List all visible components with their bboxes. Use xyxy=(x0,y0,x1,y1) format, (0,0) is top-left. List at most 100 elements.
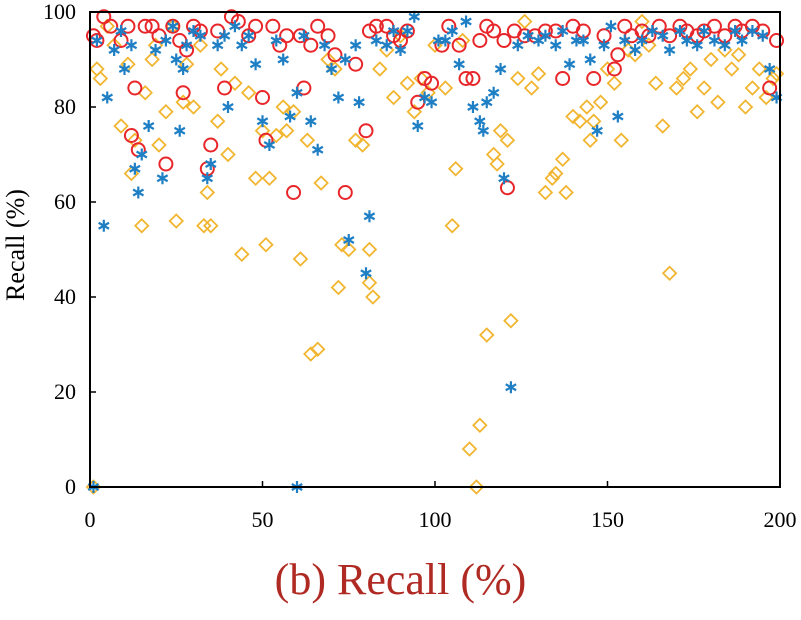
circle-point xyxy=(310,18,326,34)
asterisk-point xyxy=(656,29,669,42)
asterisk-point xyxy=(681,34,693,47)
diamond-point xyxy=(365,289,381,305)
diamond-point xyxy=(744,80,761,96)
y-tick-label: 80 xyxy=(54,94,76,119)
circle-point xyxy=(203,137,219,153)
asterisk-point xyxy=(487,86,500,99)
asterisk-point xyxy=(332,91,345,104)
diamond-point xyxy=(558,184,574,201)
y-axis-label: Recall (%) xyxy=(1,189,30,301)
diamond-point xyxy=(199,184,216,201)
diamond-point xyxy=(385,89,402,106)
asterisk-point xyxy=(305,115,317,128)
circle-point xyxy=(127,80,143,96)
diamond-point xyxy=(92,70,109,87)
asterisk-point xyxy=(446,25,458,37)
diamond-point xyxy=(113,118,129,134)
y-tick-label: 40 xyxy=(54,284,76,309)
asterisk-point xyxy=(674,25,686,37)
diamond-point xyxy=(499,132,516,149)
asterisk-point xyxy=(550,39,562,52)
asterisk-point xyxy=(108,44,120,56)
diamond-point xyxy=(661,265,678,282)
asterisk-point xyxy=(149,44,162,56)
circle-point xyxy=(496,33,512,48)
asterisk-point xyxy=(201,172,214,185)
circle-point xyxy=(586,71,602,86)
circle-point xyxy=(165,18,181,34)
asterisk-point xyxy=(167,20,179,33)
asterisk-point xyxy=(325,63,338,75)
asterisk-point xyxy=(439,34,452,47)
asterisk-point xyxy=(598,39,610,52)
asterisk-point xyxy=(577,34,590,47)
diamond-point xyxy=(489,156,505,172)
y-tick-label: 20 xyxy=(54,379,76,404)
asterisk-point xyxy=(584,53,596,66)
diamond-point xyxy=(158,103,174,120)
asterisk-point xyxy=(474,115,486,128)
asterisk-point xyxy=(98,219,110,232)
asterisk-point xyxy=(236,39,248,52)
diamond-point xyxy=(133,217,150,234)
circle-point xyxy=(158,156,174,172)
circle-point xyxy=(248,18,264,34)
diamond-point xyxy=(447,160,464,177)
diamond-point xyxy=(682,61,699,77)
asterisk-point xyxy=(629,44,641,56)
diamond-point xyxy=(599,61,616,77)
diamond-point xyxy=(399,75,416,92)
asterisk-point xyxy=(387,25,400,37)
asterisk-point xyxy=(729,25,741,37)
circle-point xyxy=(123,128,139,143)
circle-point xyxy=(337,185,353,200)
circle-point xyxy=(458,71,474,86)
asterisk-point xyxy=(349,39,362,52)
diamond-point xyxy=(261,170,278,187)
series-b-points xyxy=(87,10,783,493)
asterisk-point xyxy=(619,34,631,47)
diamond-point xyxy=(606,75,623,92)
diamond-point xyxy=(510,70,526,87)
asterisk-point xyxy=(156,172,169,185)
diamond-point xyxy=(472,417,488,434)
diamond-point xyxy=(582,132,599,149)
asterisk-point xyxy=(132,186,145,199)
diamond-point xyxy=(730,46,747,63)
diamond-point xyxy=(696,80,712,96)
asterisk-point xyxy=(229,20,241,33)
diamond-point xyxy=(492,122,509,139)
diamond-point xyxy=(220,146,236,163)
diamond-point xyxy=(478,327,495,343)
diamond-point xyxy=(347,132,364,149)
y-tick-label: 60 xyxy=(54,189,76,214)
diamond-point xyxy=(544,170,561,187)
diamond-point xyxy=(765,70,781,87)
asterisk-point xyxy=(498,172,510,185)
diamond-point xyxy=(654,118,671,134)
diamond-point xyxy=(127,132,143,149)
x-tick-label: 150 xyxy=(591,507,624,532)
diamond-point xyxy=(572,113,588,130)
asterisk-point xyxy=(270,34,283,47)
series-c-points xyxy=(85,13,785,495)
circle-point xyxy=(137,18,153,34)
asterisk-point xyxy=(539,29,552,42)
asterisk-point xyxy=(360,267,372,280)
plot-frame xyxy=(89,11,781,488)
asterisk-point xyxy=(394,44,407,56)
asterisk-point xyxy=(318,39,331,52)
circle-point xyxy=(348,56,364,72)
asterisk-point xyxy=(646,25,659,37)
circle-point xyxy=(424,75,440,91)
diamond-point xyxy=(737,99,754,115)
asterisk-point xyxy=(211,39,224,52)
asterisk-point xyxy=(708,34,721,47)
diamond-point xyxy=(579,99,595,115)
asterisk-point xyxy=(757,29,769,42)
asterisk-point xyxy=(494,63,507,75)
diamond-point xyxy=(537,184,554,201)
diamond-point xyxy=(689,103,705,120)
diamond-point xyxy=(254,122,271,139)
asterisk-point xyxy=(242,29,255,42)
